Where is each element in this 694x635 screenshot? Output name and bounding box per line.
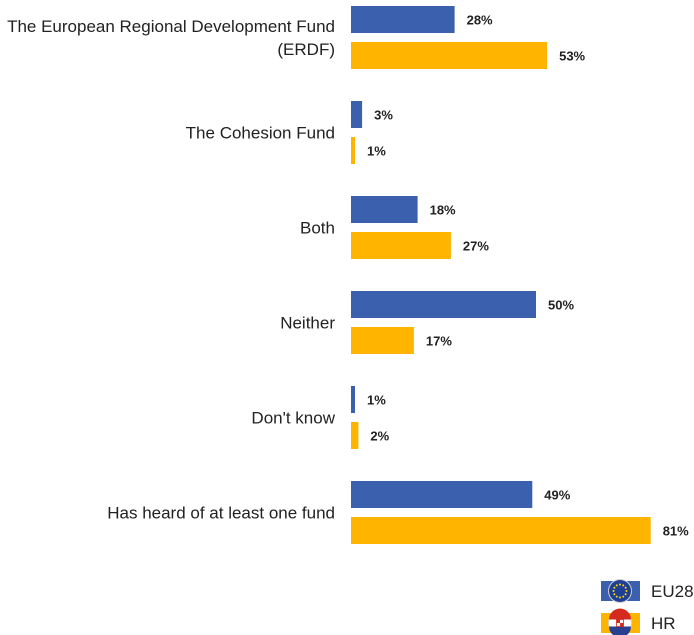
data-label-hr: 81% [663,524,689,539]
data-label-hr: 1% [367,144,386,159]
bar-hr [351,327,414,354]
category-label: The Cohesion Fund [186,124,335,143]
bar-eu28 [351,101,363,128]
legend-label-hr: HR [651,614,676,633]
bar-eu28 [351,386,355,413]
data-label-eu28: 50% [548,298,574,313]
bar-hr [351,422,359,449]
data-label-eu28: 18% [430,203,456,218]
legend: EU28 HR [601,579,694,635]
eu-flag-icon [608,579,632,603]
category-label: (ERDF) [277,40,335,59]
bar-eu28 [351,291,536,318]
legend-label-eu28: EU28 [651,582,694,601]
data-label-eu28: 1% [367,393,386,408]
category-label: Both [300,219,335,238]
bar-eu28 [351,196,418,223]
data-label-eu28: 28% [467,13,493,28]
bar-hr [351,232,451,259]
category-labels: The European Regional Development Fund (E… [7,17,336,523]
bar-hr [351,517,651,544]
category-label: The European Regional Development Fund [7,17,335,36]
data-label-hr: 27% [463,239,489,254]
bar-hr [351,42,548,69]
bars-layer: 28% 53% 3% 1% 18% 27% 50% 17% 1% 2% 49% 81% [351,6,689,544]
category-label: Has heard of at least one fund [107,504,335,523]
bar-hr [351,137,355,164]
data-label-hr: 2% [370,429,389,444]
bar-eu28 [351,481,533,508]
bar-eu28 [351,6,455,33]
croatia-flag-icon [608,608,632,635]
data-label-hr: 53% [559,49,585,64]
data-label-hr: 17% [426,334,452,349]
data-label-eu28: 49% [544,488,570,503]
data-label-eu28: 3% [374,108,393,123]
category-label: Don't know [251,409,335,428]
category-label: Neither [280,314,335,333]
